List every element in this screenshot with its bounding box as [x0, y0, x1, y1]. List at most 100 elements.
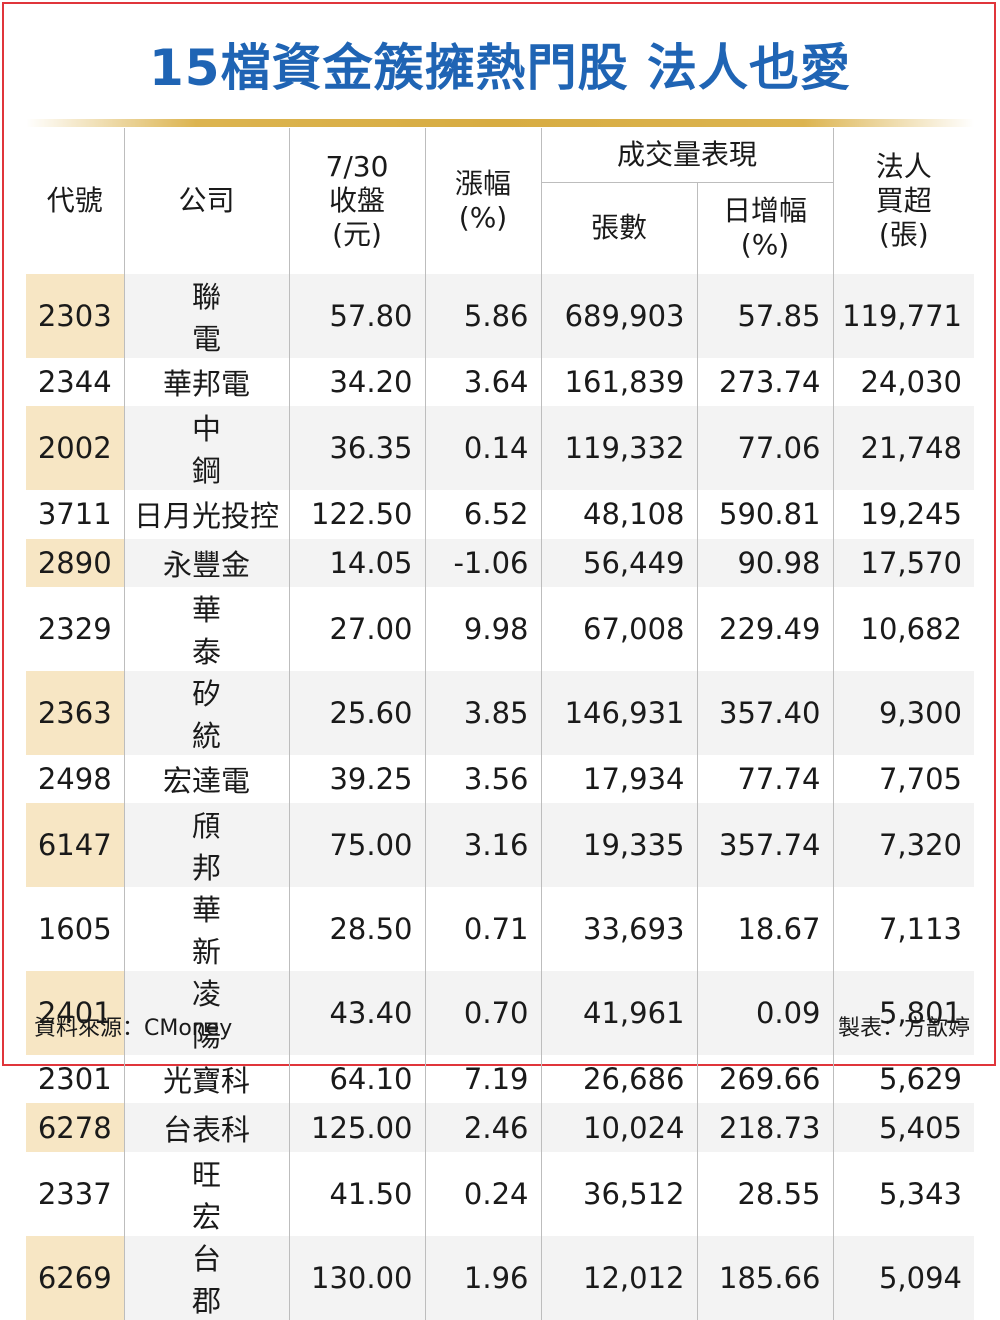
cell-lots: 67,008 [540, 586, 697, 671]
cell-change: 9.98 [424, 586, 541, 671]
table-row: 2363 矽統 25.60 3.85 146,931 357.40 9,300 [26, 670, 975, 755]
cell-daily-increase: 185.66 [696, 1235, 834, 1320]
cell-lots: 10,024 [540, 1103, 697, 1152]
cell-lots: 12,012 [540, 1235, 697, 1320]
cell-change: 0.70 [424, 971, 541, 1056]
cell-change: 7.19 [424, 1055, 541, 1104]
cell-daily-increase: 218.73 [696, 1103, 834, 1152]
cell-close: 130.00 [288, 1235, 425, 1320]
table-row: 6147 頎邦 75.00 3.16 19,335 357.74 7,320 [26, 803, 975, 888]
cell-company: 頎邦 [123, 803, 289, 888]
cell-close: 43.40 [288, 971, 425, 1056]
cell-close: 34.20 [288, 358, 425, 407]
cell-daily-increase: 590.81 [696, 490, 834, 539]
cell-change: 6.52 [424, 490, 541, 539]
cell-daily-increase: 77.74 [696, 754, 834, 804]
cell-code: 6147 [26, 803, 124, 888]
cell-company: 台郡 [123, 1235, 289, 1320]
cell-change: 0.24 [424, 1151, 541, 1236]
cell-close: 75.00 [288, 803, 425, 888]
header-code: 代號 [46, 184, 103, 217]
cell-lots: 56,449 [540, 538, 697, 587]
cell-daily-increase: 357.40 [696, 670, 834, 755]
cell-net-buy: 10,682 [832, 586, 975, 671]
cell-code: 2363 [26, 670, 124, 755]
cell-change: 1.96 [424, 1235, 541, 1320]
table-row: 2002 中鋼 36.35 0.14 119,332 77.06 21,748 [26, 406, 975, 491]
cell-net-buy: 5,405 [832, 1103, 975, 1152]
page-title: 15檔資金簇擁熱門股 法人也愛 [149, 39, 851, 97]
cell-net-buy: 119,771 [832, 274, 975, 358]
cell-code: 2337 [37, 1176, 112, 1211]
cell-code: 2301 [37, 1062, 112, 1097]
header-company: 公司 [123, 128, 289, 274]
cell-lots: 48,108 [540, 490, 697, 539]
cell-daily-increase: 357.74 [696, 803, 834, 888]
table-row: 1605 華新 28.50 0.71 33,693 18.67 7,113 [26, 887, 975, 972]
cell-net-buy: 7,320 [832, 803, 975, 888]
header-institutional: 法人 買超 (張) [832, 128, 975, 274]
cell-code: 2344 [37, 365, 112, 400]
header-lots: 張數 [540, 181, 697, 274]
cell-change: -1.06 [424, 538, 541, 587]
table-row: 2301 光寶科 64.10 7.19 26,686 269.66 5,629 [26, 1055, 975, 1104]
title-divider [26, 119, 974, 127]
cell-lots: 26,686 [540, 1055, 697, 1104]
table-row: 3711 日月光投控 122.50 6.52 48,108 590.81 19,245 [26, 490, 975, 539]
cell-code: 2002 [26, 406, 124, 491]
cell-code: 2329 [37, 611, 112, 646]
cell-close: 41.50 [288, 1151, 425, 1236]
table-row: 2890 永豐金 14.05 -1.06 56,449 90.98 17,570 [26, 538, 975, 587]
cell-daily-increase: 77.06 [696, 406, 834, 491]
table-row: 2344 華邦電 34.20 3.64 161,839 273.74 24,030 [26, 358, 975, 407]
cell-close: 14.05 [288, 538, 425, 587]
cell-change: 5.86 [424, 274, 541, 358]
header-change: 漲幅 (%) [424, 128, 541, 274]
source-note: 資料來源：CMoney [34, 1016, 233, 1041]
cell-net-buy: 7,113 [832, 887, 975, 972]
cell-close: 28.50 [288, 887, 425, 972]
cell-close: 122.50 [288, 490, 425, 539]
cell-net-buy: 5,801 [832, 971, 975, 1056]
cell-code: 2401 [26, 971, 124, 1056]
cell-company: 宏達電 [123, 754, 289, 804]
cell-company: 聯電 [123, 274, 289, 358]
cell-company: 中鋼 [123, 406, 289, 491]
cell-lots: 119,332 [540, 406, 697, 491]
table-row: 2498 宏達電 39.25 3.56 17,934 77.74 7,705 [26, 754, 975, 804]
header-close: 7/30 收盤 (元) [288, 128, 425, 274]
cell-code: 6269 [26, 1235, 124, 1320]
cell-daily-increase: 18.67 [696, 887, 834, 972]
cell-change: 2.46 [424, 1103, 541, 1152]
stock-table: 代號 公司 7/30 收盤 (元) 漲幅 (%) 成交量表現 法人 買超 (張) 張數 日… [26, 128, 975, 1320]
cell-change: 3.85 [424, 670, 541, 755]
cell-company: 華邦電 [123, 358, 289, 407]
cell-change: 3.56 [424, 754, 541, 804]
table-row: 2337 旺宏 41.50 0.24 36,512 28.55 5,343 [26, 1151, 975, 1236]
table-row: 6278 台表科 125.00 2.46 10,024 218.73 5,405 [26, 1103, 975, 1152]
cell-daily-increase: 273.74 [696, 358, 834, 407]
cell-company: 矽統 [123, 670, 289, 755]
header-daily-increase: 日增幅 (%) [696, 181, 834, 274]
cell-net-buy: 5,343 [832, 1151, 975, 1236]
cell-company: 凌陽 [123, 971, 289, 1056]
cell-change: 3.64 [424, 358, 541, 407]
cell-close: 57.80 [288, 274, 425, 358]
cell-lots: 161,839 [540, 358, 697, 407]
cell-lots: 36,512 [540, 1151, 697, 1236]
cell-net-buy: 19,245 [832, 490, 975, 539]
cell-close: 36.35 [288, 406, 425, 491]
cell-company: 台表科 [123, 1103, 289, 1152]
cell-close: 64.10 [288, 1055, 425, 1104]
cell-change: 3.16 [424, 803, 541, 888]
cell-close: 25.60 [288, 670, 425, 755]
cell-daily-increase: 28.55 [696, 1151, 834, 1236]
cell-company: 日月光投控 [123, 490, 289, 539]
cell-lots: 17,934 [540, 754, 697, 804]
cell-company: 永豐金 [123, 538, 289, 587]
cell-code: 3711 [37, 497, 112, 532]
cell-net-buy: 24,030 [832, 358, 975, 407]
cell-change: 0.71 [424, 887, 541, 972]
table-row: 2329 華泰 27.00 9.98 67,008 229.49 10,682 [26, 586, 975, 671]
cell-net-buy: 17,570 [832, 538, 975, 587]
